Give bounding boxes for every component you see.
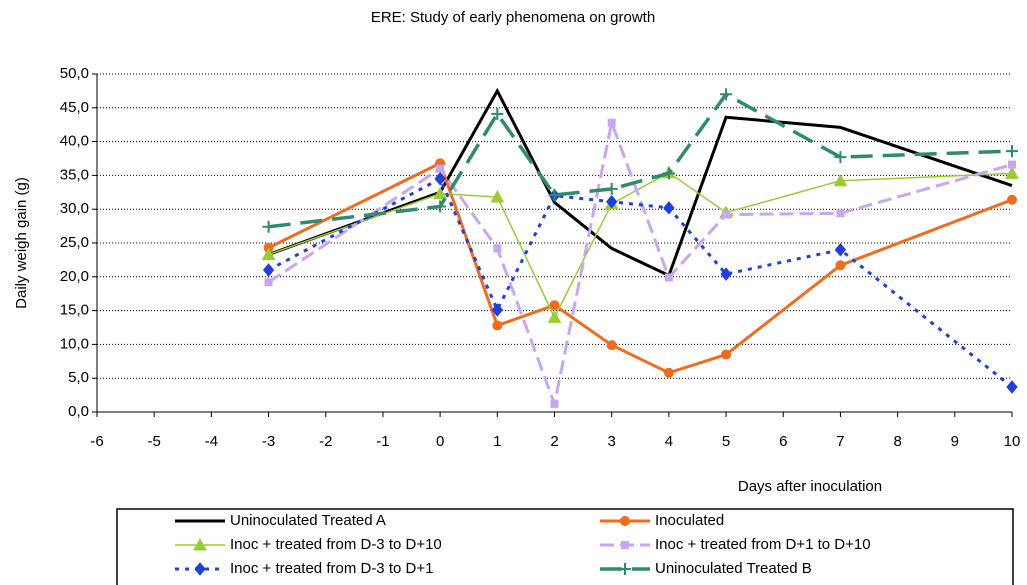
point: [549, 300, 560, 311]
point: [548, 189, 561, 202]
x-tick-label: 3: [608, 433, 616, 450]
x-tick-label: -1: [376, 433, 389, 450]
legend-marker: [621, 541, 629, 549]
point: [722, 210, 731, 219]
y-axis-label: Daily weigh gain (g): [13, 177, 30, 309]
point: [664, 273, 673, 282]
point: [662, 167, 675, 180]
x-axis-label: Days after inoculation: [738, 478, 882, 495]
x-tick-label: 9: [951, 433, 959, 450]
point: [835, 260, 846, 271]
legend-marker: [193, 537, 207, 551]
legend-box: [116, 508, 1014, 585]
point: [262, 220, 275, 233]
point: [606, 194, 618, 209]
x-tick-label: 4: [665, 433, 673, 450]
point: [436, 164, 445, 173]
point: [721, 349, 732, 360]
point: [550, 399, 559, 408]
point: [833, 173, 848, 187]
legend-label: Uninoculated Treated A: [230, 512, 386, 529]
legend-label: Uninoculated Treated B: [655, 560, 812, 577]
x-tick-label: -4: [205, 433, 218, 450]
point: [605, 182, 618, 195]
point: [433, 186, 447, 200]
x-tick-label: 10: [1004, 433, 1021, 450]
point: [434, 171, 446, 186]
x-tick-label: 2: [550, 433, 558, 450]
point: [663, 367, 674, 378]
x-tick-label: 8: [893, 433, 901, 450]
legend-marker: [620, 516, 630, 526]
y-tick-label: 5,0: [68, 369, 89, 386]
point: [834, 242, 847, 257]
legend-label: Inoculated: [655, 512, 724, 529]
point: [836, 209, 845, 218]
point: [1008, 160, 1016, 169]
chart-title: ERE: Study of early phenomena on growth: [371, 9, 655, 26]
point: [1005, 166, 1019, 179]
legend-marker: [194, 562, 206, 576]
series-line: [268, 87, 1013, 278]
y-tick-label: 20,0: [60, 268, 89, 285]
point: [491, 107, 504, 120]
y-tick-label: 15,0: [60, 302, 89, 319]
series-line: [267, 117, 1013, 410]
y-tick-label: 45,0: [60, 99, 89, 116]
point: [1006, 380, 1018, 394]
x-tick-label: -2: [319, 433, 332, 450]
x-tick-label: 1: [493, 433, 501, 450]
x-tick-label: 5: [722, 433, 730, 450]
point: [834, 151, 847, 164]
y-tick-label: 50,0: [60, 65, 89, 82]
y-tick-label: 10,0: [60, 335, 89, 352]
y-tick-label: 25,0: [60, 234, 89, 251]
y-tick-label: 0,0: [68, 403, 89, 420]
y-tick-label: 35,0: [60, 166, 89, 183]
x-tick-label: 6: [779, 433, 787, 450]
point: [720, 267, 732, 281]
point: [262, 263, 275, 277]
point: [492, 320, 503, 331]
series-line: [268, 92, 1013, 229]
point: [264, 278, 273, 287]
point: [606, 340, 617, 351]
point: [607, 118, 616, 127]
point: [491, 303, 503, 317]
point: [493, 244, 502, 253]
y-tick-label: 40,0: [60, 133, 89, 150]
x-tick-label: -3: [262, 433, 275, 450]
x-tick-label: 0: [436, 433, 444, 450]
y-tick-label: 30,0: [60, 200, 89, 217]
x-tick-label: -5: [148, 433, 161, 450]
legend-marker: [619, 563, 631, 575]
legend-label: Inoc + treated from D+1 to D+10: [655, 536, 871, 553]
point: [720, 88, 733, 101]
point: [434, 200, 447, 213]
point: [261, 247, 276, 260]
legend-label: Inoc + treated from D-3 to D+1: [230, 560, 433, 577]
point: [663, 201, 675, 215]
point: [547, 310, 562, 323]
point: [490, 189, 505, 203]
point: [1006, 145, 1018, 158]
x-tick-label: 7: [836, 433, 844, 450]
point: [1007, 194, 1017, 205]
legend-label: Inoc + treated from D-3 to D+10: [230, 536, 442, 553]
x-tick-label: -6: [90, 433, 103, 450]
